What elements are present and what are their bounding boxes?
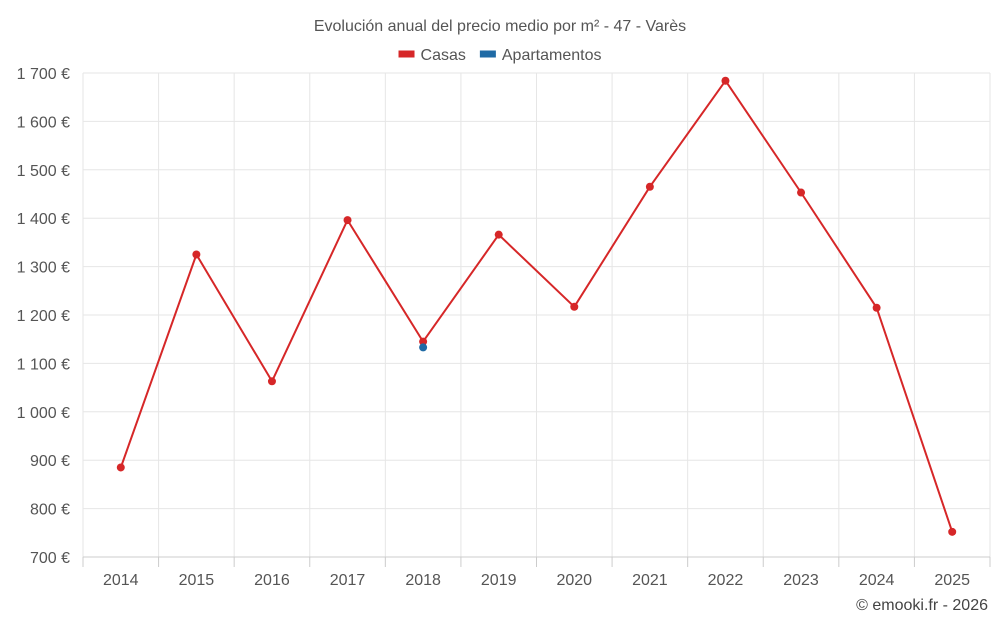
legend-label: Casas [421, 47, 466, 64]
y-tick-label: 1 100 € [17, 356, 70, 373]
y-tick-label: 1 500 € [17, 163, 70, 180]
x-tick-label: 2020 [556, 572, 592, 589]
series-line [119, 79, 954, 533]
x-tick-label: 2018 [405, 572, 441, 589]
series-casas [116, 76, 957, 536]
y-tick-label: 800 € [30, 502, 70, 519]
series-apartamentos [419, 343, 428, 352]
legend-swatch [398, 50, 415, 58]
x-tick-label: 2016 [254, 572, 290, 589]
legend-swatch [479, 50, 496, 58]
y-tick-label: 900 € [30, 453, 70, 470]
axes: 700 € 800 € 900 € 1 000 € 1 100 € 1 200 € 1 30… [17, 66, 991, 589]
x-tick-label: 2025 [934, 572, 970, 589]
data-point[interactable] [721, 76, 730, 85]
data-point[interactable] [343, 216, 352, 225]
legend-label: Apartamentos [502, 47, 602, 64]
chart-title: Evolución anual del precio medio por m² … [314, 18, 686, 35]
series-layer [116, 76, 957, 536]
data-point[interactable] [797, 188, 806, 197]
y-tick-label: 700 € [30, 550, 70, 567]
x-tick-label: 2022 [708, 572, 744, 589]
x-tick-label: 2023 [783, 572, 819, 589]
x-tick-label: 2021 [632, 572, 668, 589]
data-point[interactable] [267, 377, 276, 386]
legend-item-apartamentos[interactable]: Apartamentos [479, 47, 602, 64]
credit-text: © emooki.fr - 2026 [856, 597, 988, 614]
data-point[interactable] [419, 343, 428, 352]
x-tick-label: 2014 [103, 572, 139, 589]
y-tick-label: 1 300 € [17, 260, 70, 277]
x-tick-label: 2015 [179, 572, 215, 589]
data-point[interactable] [494, 230, 503, 239]
x-tick-label: 2024 [859, 572, 895, 589]
legend[interactable]: Casas Apartamentos [398, 47, 602, 64]
data-point[interactable] [116, 463, 125, 472]
y-tick-label: 1 200 € [17, 308, 70, 325]
legend-item-casas[interactable]: Casas [398, 47, 466, 64]
y-tick-label: 1 400 € [17, 211, 70, 228]
y-tick-label: 1 700 € [17, 66, 70, 83]
x-tick-label: 2019 [481, 572, 517, 589]
data-point[interactable] [192, 250, 201, 259]
y-tick-label: 1 000 € [17, 405, 70, 422]
x-tick-label: 2017 [330, 572, 366, 589]
data-point[interactable] [645, 182, 654, 191]
data-point[interactable] [570, 302, 579, 311]
data-point[interactable] [948, 527, 957, 536]
data-point[interactable] [419, 337, 428, 346]
y-tick-label: 1 600 € [17, 114, 70, 131]
grid [82, 72, 991, 558]
data-point[interactable] [872, 303, 881, 312]
